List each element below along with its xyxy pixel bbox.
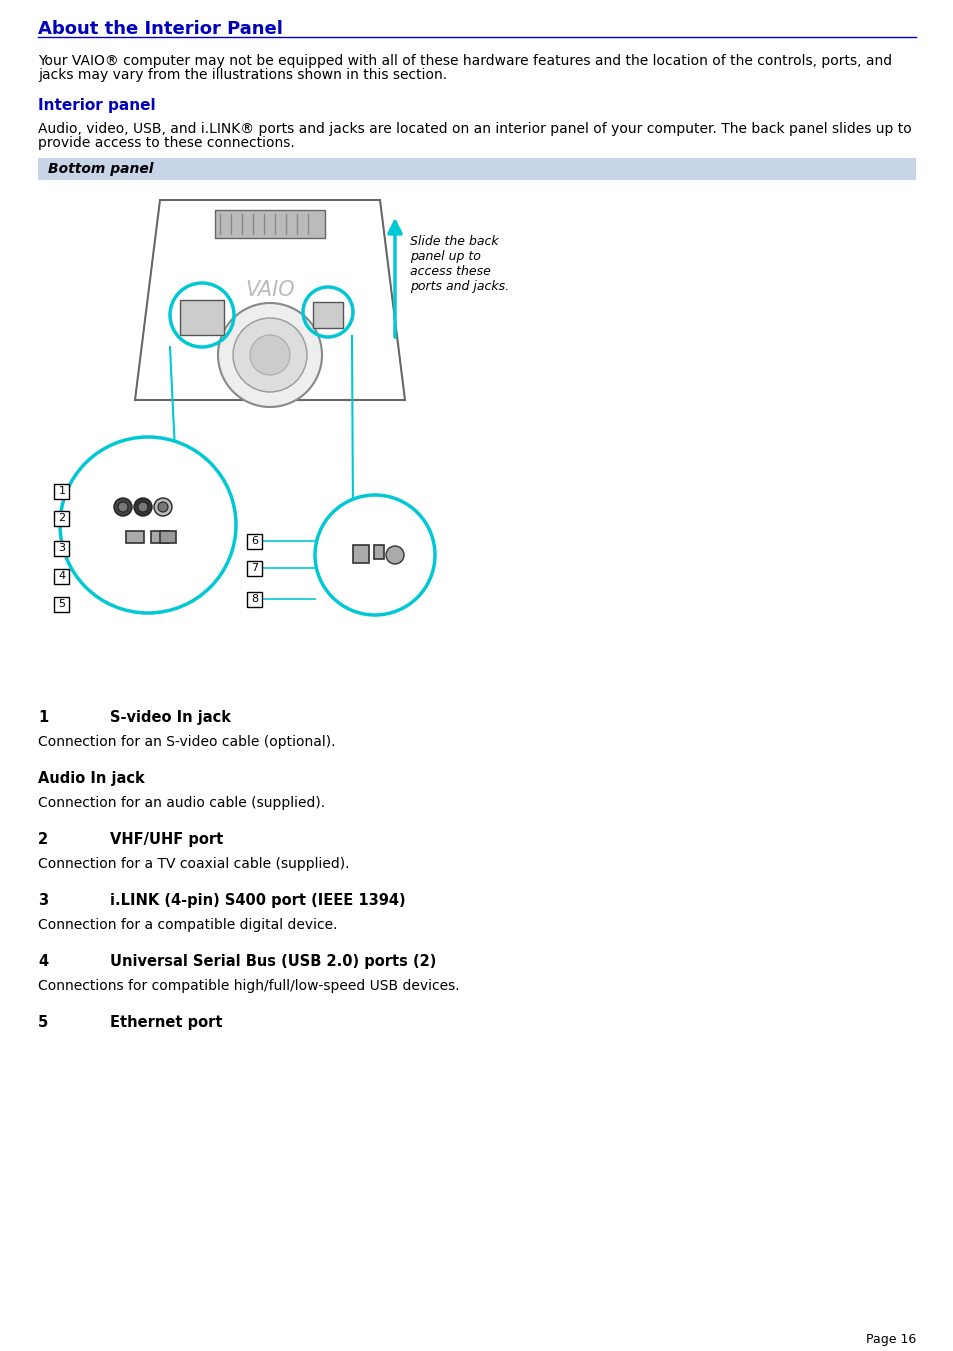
Text: 8: 8 (252, 594, 258, 604)
Circle shape (158, 503, 168, 512)
Circle shape (113, 499, 132, 516)
Text: 5: 5 (38, 1015, 49, 1029)
Text: 4: 4 (58, 571, 66, 581)
Text: 1: 1 (38, 711, 49, 725)
Text: 3: 3 (38, 893, 48, 908)
Text: Page 16: Page 16 (864, 1333, 915, 1346)
Text: Audio In jack: Audio In jack (38, 771, 145, 786)
Bar (38, 158, 915, 180)
Circle shape (386, 546, 403, 563)
Text: VAIO: VAIO (245, 280, 294, 300)
Text: i.LINK (4-pin) S400 port (IEEE 1394): i.LINK (4-pin) S400 port (IEEE 1394) (110, 893, 405, 908)
Circle shape (218, 303, 322, 407)
Bar (353, 544, 369, 563)
Text: S-video In jack: S-video In jack (110, 711, 231, 725)
Text: Connection for a compatible digital device.: Connection for a compatible digital devi… (38, 917, 337, 932)
Polygon shape (135, 200, 405, 400)
Text: 1: 1 (58, 486, 66, 496)
Text: VHF/UHF port: VHF/UHF port (110, 832, 223, 847)
FancyBboxPatch shape (54, 597, 70, 612)
Text: 4: 4 (38, 954, 48, 969)
Circle shape (250, 335, 290, 376)
Bar (214, 209, 325, 238)
Text: Ethernet port: Ethernet port (110, 1015, 222, 1029)
Text: 6: 6 (252, 536, 258, 546)
Text: 7: 7 (252, 563, 258, 573)
Text: Your VAIO® computer may not be equipped with all of these hardware features and : Your VAIO® computer may not be equipped … (38, 54, 891, 68)
Text: Slide the back
panel up to
access these
ports and jacks.: Slide the back panel up to access these … (410, 235, 509, 293)
Bar (151, 531, 169, 543)
Bar (313, 303, 343, 328)
Text: About the Interior Panel: About the Interior Panel (38, 20, 283, 38)
FancyBboxPatch shape (54, 511, 70, 526)
Circle shape (314, 494, 435, 615)
Text: 2: 2 (38, 832, 48, 847)
FancyBboxPatch shape (54, 484, 70, 499)
Circle shape (138, 503, 148, 512)
Text: Interior panel: Interior panel (38, 99, 155, 113)
FancyBboxPatch shape (54, 569, 70, 584)
Text: 5: 5 (58, 598, 66, 609)
Circle shape (60, 436, 235, 613)
Circle shape (233, 317, 307, 392)
Text: Audio, video, USB, and i.LINK® ports and jacks are located on an interior panel : Audio, video, USB, and i.LINK® ports and… (38, 122, 911, 136)
Text: 2: 2 (58, 513, 66, 523)
Circle shape (133, 499, 152, 516)
Text: provide access to these connections.: provide access to these connections. (38, 136, 294, 150)
Text: Universal Serial Bus (USB 2.0) ports (2): Universal Serial Bus (USB 2.0) ports (2) (110, 954, 436, 969)
Text: Connections for compatible high/full/low-speed USB devices.: Connections for compatible high/full/low… (38, 979, 459, 993)
Text: 3: 3 (58, 543, 66, 553)
FancyBboxPatch shape (247, 534, 262, 549)
Circle shape (153, 499, 172, 516)
Text: Bottom panel: Bottom panel (48, 162, 153, 176)
Text: Connection for an audio cable (supplied).: Connection for an audio cable (supplied)… (38, 796, 325, 811)
Bar (374, 544, 384, 559)
Bar (160, 531, 175, 543)
Text: Connection for a TV coaxial cable (supplied).: Connection for a TV coaxial cable (suppl… (38, 857, 349, 871)
FancyBboxPatch shape (247, 561, 262, 576)
Circle shape (118, 503, 128, 512)
Bar (180, 300, 224, 335)
Text: jacks may vary from the illustrations shown in this section.: jacks may vary from the illustrations sh… (38, 68, 447, 82)
Bar (38, 180, 915, 690)
Text: Connection for an S-video cable (optional).: Connection for an S-video cable (optiona… (38, 735, 335, 748)
FancyBboxPatch shape (54, 540, 70, 555)
Bar (126, 531, 144, 543)
FancyBboxPatch shape (247, 592, 262, 607)
